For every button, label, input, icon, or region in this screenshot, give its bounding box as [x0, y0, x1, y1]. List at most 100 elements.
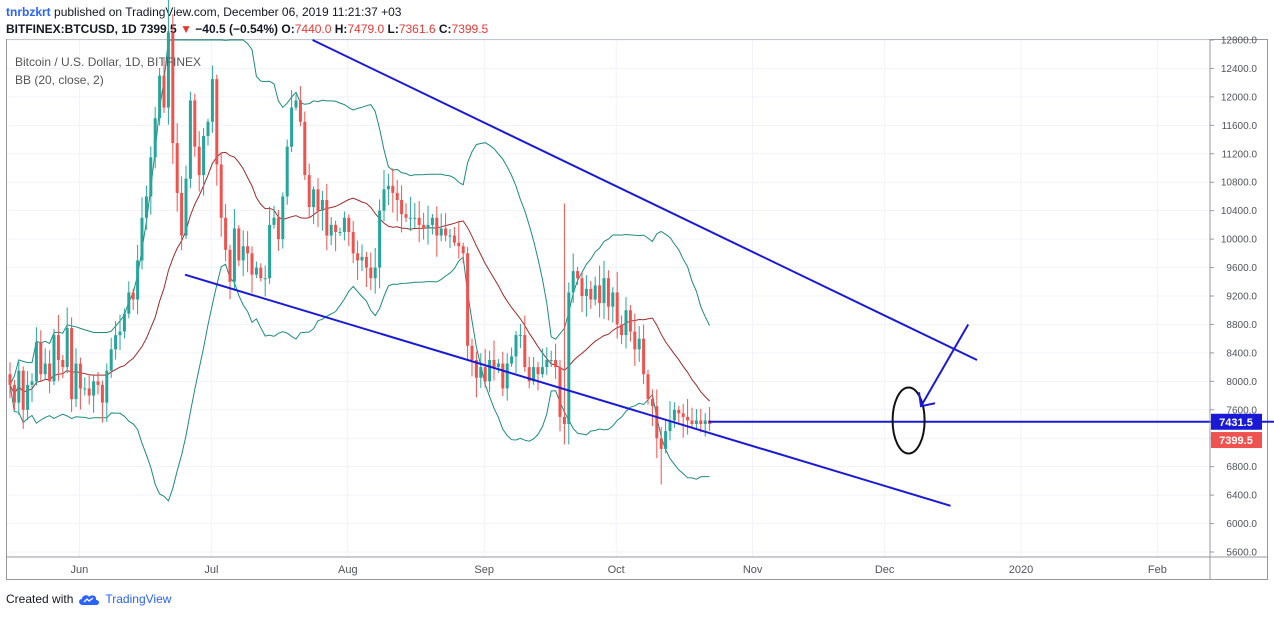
candle-body: [589, 288, 593, 300]
candle-body: [562, 416, 566, 424]
tradingview-link[interactable]: TradingView: [105, 592, 172, 606]
candle-body: [571, 271, 575, 293]
candle-body: [518, 335, 522, 337]
candle-body: [228, 249, 232, 282]
candle-body: [694, 420, 698, 424]
candle-body: [334, 224, 338, 232]
candle-body: [30, 381, 34, 385]
candle-body: [452, 235, 456, 243]
candle-body: [338, 232, 342, 233]
candle-body: [74, 363, 78, 400]
candle-body: [127, 292, 131, 314]
candle-body: [312, 189, 316, 208]
low-label: L:: [387, 22, 399, 36]
candle-body: [193, 100, 197, 147]
candle-body: [580, 278, 584, 296]
price-tick-label: 8000.0: [1226, 377, 1257, 388]
last-price: 7399.5: [140, 22, 177, 36]
price-tick-label: 9200.0: [1226, 292, 1257, 303]
highlight-ellipse: [891, 386, 926, 455]
price-tick-label: 8400.0: [1226, 348, 1257, 359]
candle-body: [325, 200, 329, 236]
candle-body: [386, 185, 390, 190]
candle-body: [52, 335, 56, 382]
candle-body: [523, 335, 527, 368]
candle-body: [650, 399, 654, 407]
candle-body: [329, 224, 333, 236]
candle-body: [413, 217, 417, 219]
candle-body: [483, 367, 487, 382]
bb-lower-band: [9, 256, 710, 502]
candle-body: [188, 100, 192, 179]
candle-body: [408, 217, 412, 219]
candle-body: [180, 192, 184, 236]
candle-body: [96, 381, 100, 385]
candle-body: [92, 381, 96, 396]
candle-body: [664, 431, 668, 449]
candle-body: [378, 210, 382, 268]
price-tag-last: [1211, 432, 1262, 449]
price-tick-label: 7600.0: [1226, 405, 1257, 416]
down-arrow-icon: ▼: [180, 22, 192, 36]
candle-body: [131, 292, 135, 300]
candle-body: [100, 384, 104, 403]
candle-body: [448, 235, 452, 237]
candle-body: [501, 363, 505, 389]
candle-body: [457, 242, 461, 247]
candle-body: [545, 360, 549, 368]
candle-body: [461, 246, 465, 254]
candle-body: [369, 267, 373, 279]
price-tick-label: 11200.0: [1222, 149, 1258, 160]
author-name[interactable]: tnrbzkrt: [6, 5, 51, 19]
published-text: published on TradingView.com, December 0…: [54, 5, 402, 19]
date-tick-label: 2020: [1009, 564, 1033, 576]
header-line-2: BITFINEX:BTCUSD, 1D 7399.5 ▼ −40.5 (−0.5…: [6, 21, 488, 38]
annotation-arrow-head: [918, 392, 936, 408]
close-label: C:: [438, 22, 452, 36]
candle-body: [637, 338, 641, 350]
candle-body: [356, 253, 360, 261]
candle-body: [153, 118, 157, 158]
candle-body: [404, 214, 408, 218]
candle-body: [672, 409, 676, 421]
price-tick-label: 12800.0: [1221, 36, 1258, 47]
candle-body: [254, 267, 258, 275]
trendline-upper: [312, 39, 978, 361]
price-tag-support: [1211, 413, 1262, 430]
footer: Created with TradingView: [6, 592, 171, 606]
candle-body: [39, 342, 43, 375]
low-value: 7361.6: [398, 22, 436, 36]
candle-body: [492, 360, 496, 368]
candle-body: [171, 32, 175, 144]
candle-body: [263, 278, 267, 280]
bb-upper-band: [9, 39, 711, 386]
candle-body: [184, 178, 188, 236]
candle-body: [250, 253, 254, 275]
candle-body: [109, 349, 113, 371]
candle-body: [527, 367, 531, 382]
price-tick-label: 10400.0: [1221, 206, 1258, 217]
candle-body: [606, 278, 610, 307]
bb-basis: [9, 151, 710, 402]
candle-body: [466, 253, 470, 346]
candle-body: [87, 388, 91, 396]
open-value: 7440.0: [294, 22, 332, 36]
candle-body: [21, 370, 25, 410]
price-tick-label: 8800.0: [1226, 320, 1257, 331]
close-value: 7399.5: [451, 22, 489, 36]
candle-body: [232, 228, 236, 282]
candle-body: [633, 331, 637, 350]
candle-body: [510, 356, 514, 364]
candle-body: [158, 75, 162, 119]
annotation-arrow-shaft: [920, 323, 970, 407]
candle-body: [598, 285, 602, 304]
candle-body: [149, 157, 153, 197]
candle-body: [655, 406, 659, 439]
candle-body: [620, 324, 624, 336]
candle-body: [505, 363, 509, 389]
candle-body: [364, 256, 368, 268]
candle-body: [395, 192, 399, 200]
price-tick-label: 12000.0: [1221, 92, 1258, 103]
price-tick-label: 5600.0: [1226, 548, 1257, 559]
